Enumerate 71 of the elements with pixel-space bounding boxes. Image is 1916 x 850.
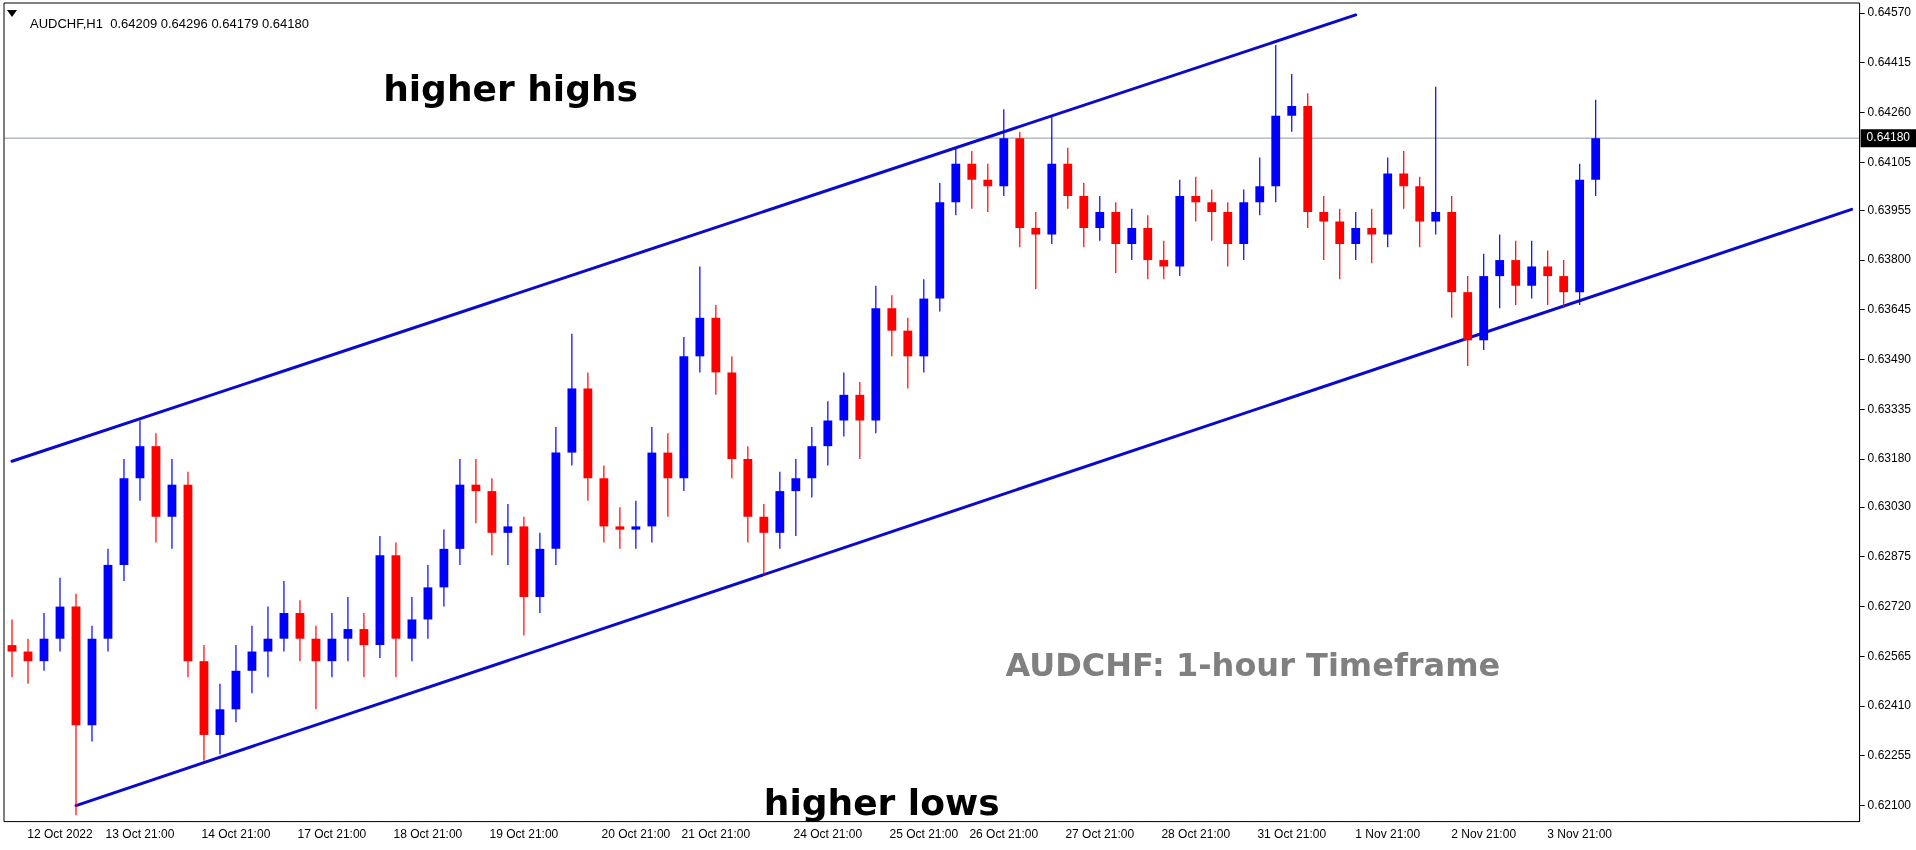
y-tick-label: 0.63490	[1867, 351, 1912, 366]
ref-line-label: 0.64180	[1866, 130, 1911, 145]
candlestick	[983, 163, 993, 213]
candlestick	[1351, 211, 1361, 261]
candlestick	[1031, 211, 1041, 290]
y-tick-label: 0.63335	[1867, 401, 1912, 416]
candlestick	[887, 294, 897, 357]
candlestick	[1399, 150, 1409, 210]
candlestick	[1367, 208, 1377, 264]
candlestick	[263, 606, 273, 678]
y-tick-label: 0.63955	[1867, 202, 1912, 217]
x-tick-label: 3 Nov 21:00	[1547, 827, 1613, 842]
candlestick	[631, 500, 641, 550]
y-tick-label: 0.63030	[1867, 499, 1912, 514]
candlestick	[1159, 240, 1169, 280]
y-tick-label: 0.62565	[1867, 648, 1912, 663]
candlestick	[791, 458, 801, 537]
x-tick-label: 12 Oct 2022	[27, 827, 93, 842]
x-tick-label: 19 Oct 21:00	[489, 827, 559, 842]
candlestick	[1191, 176, 1201, 223]
candlestick	[1543, 249, 1553, 306]
candlestick	[1319, 195, 1329, 261]
x-tick-label: 27 Oct 21:00	[1065, 827, 1135, 842]
y-tick-label: 0.63180	[1867, 451, 1912, 466]
x-tick-label: 21 Oct 21:00	[681, 827, 751, 842]
x-tick-label: 1 Nov 21:00	[1355, 827, 1421, 842]
x-tick-label: 25 Oct 21:00	[889, 827, 959, 842]
x-tick-label: 26 Oct 21:00	[969, 827, 1039, 842]
annotation: higher highs	[383, 67, 639, 109]
y-tick-label: 0.64570	[1867, 5, 1912, 20]
annotation: higher lows	[763, 781, 1000, 823]
y-tick-label: 0.64415	[1867, 55, 1912, 70]
candlestick	[1495, 233, 1505, 309]
candlestick	[1207, 188, 1217, 242]
y-tick-label: 0.63800	[1867, 252, 1912, 267]
candlestick	[503, 503, 513, 566]
chart-title: AUDCHF,H1 0.64209 0.64296 0.64179 0.64180	[30, 15, 309, 31]
y-tick-label: 0.62255	[1867, 748, 1912, 763]
y-tick-label: 0.62875	[1867, 549, 1912, 564]
candlestick	[1287, 73, 1297, 133]
candlestick	[1559, 259, 1569, 309]
x-tick-label: 13 Oct 21:00	[105, 827, 175, 842]
candlestick	[1255, 156, 1265, 216]
x-tick-label: 14 Oct 21:00	[201, 827, 271, 842]
x-tick-label: 2 Nov 21:00	[1451, 827, 1517, 842]
candlestick	[1335, 208, 1345, 280]
candlestick	[343, 596, 353, 662]
y-tick-label: 0.64105	[1867, 154, 1912, 169]
annotation: AUDCHF: 1-hour Timeframe	[1005, 646, 1501, 685]
x-tick-label: 28 Oct 21:00	[1161, 827, 1231, 842]
y-tick-label: 0.63645	[1867, 302, 1912, 317]
candlestick	[615, 506, 625, 550]
candlestick	[1527, 240, 1537, 300]
candlestick	[359, 612, 369, 678]
candlestick	[1095, 195, 1105, 242]
candlestick	[247, 625, 257, 694]
x-tick-label: 18 Oct 21:00	[393, 827, 463, 842]
y-tick-label: 0.62100	[1867, 797, 1912, 812]
x-tick-label: 20 Oct 21:00	[601, 827, 671, 842]
candlestick	[967, 150, 977, 210]
candlestick	[759, 503, 769, 576]
x-tick-label: 31 Oct 21:00	[1257, 827, 1327, 842]
y-tick-label: 0.64260	[1867, 104, 1912, 119]
candlestick	[1127, 208, 1137, 261]
x-tick-label: 17 Oct 21:00	[297, 827, 367, 842]
candlestick	[1431, 86, 1441, 235]
y-tick-label: 0.62720	[1867, 598, 1912, 613]
x-tick-label: 24 Oct 21:00	[793, 827, 863, 842]
candlestick	[7, 618, 17, 678]
candlestick	[407, 596, 417, 662]
y-tick-label: 0.62410	[1867, 698, 1912, 713]
